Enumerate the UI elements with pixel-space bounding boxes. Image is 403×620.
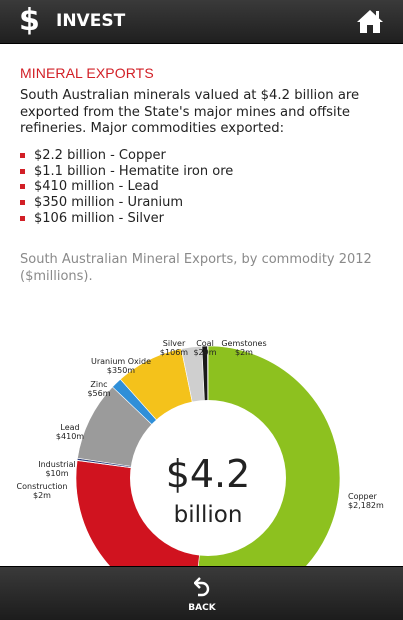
list-item: $350 million - Uranium: [20, 195, 233, 211]
home-icon: [357, 10, 383, 33]
intro-text: South Australian minerals valued at $4.2…: [20, 88, 360, 136]
list-item: $2.2 billion - Copper: [20, 148, 233, 164]
bullet-icon: [20, 215, 25, 221]
slice-label-uranium-oxide: Uranium Oxide $350m: [91, 357, 151, 375]
bullet-icon: [20, 153, 25, 158]
top-bar: $ INVEST: [0, 0, 403, 44]
donut-hole: [130, 400, 286, 556]
list-item-text: $2.2 billion - Copper: [34, 148, 166, 163]
page-title: INVEST: [56, 11, 126, 31]
slice-label-construction: Construction $2m: [17, 482, 68, 500]
list-item: $106 million - Silver: [20, 211, 233, 227]
bullet-icon: [20, 168, 25, 174]
bottom-bar: BACK: [0, 566, 403, 620]
back-label: BACK: [188, 603, 216, 613]
slice-label-industrial: Industrial $10m: [38, 460, 76, 478]
bullet-icon: [20, 184, 25, 190]
dollar-logo-icon: $: [19, 3, 40, 38]
list-item: $410 million - Lead: [20, 179, 233, 195]
center-unit: billion: [174, 502, 243, 528]
content-area[interactable]: MINERAL EXPORTS South Australian mineral…: [0, 44, 403, 566]
slice-label-silver: Silver $106m: [160, 339, 188, 357]
back-arrow-icon: [194, 577, 210, 597]
section-heading: MINERAL EXPORTS: [20, 65, 154, 81]
commodity-list: $2.2 billion - Copper $1.1 billion - Hem…: [20, 148, 233, 227]
slice-label-gemstones: Gemstones $2m: [221, 339, 266, 357]
list-item-text: $106 million - Silver: [34, 210, 164, 226]
chart-title: South Australian Mineral Exports, by com…: [20, 252, 372, 284]
slice-label-copper: Copper $2,182m: [348, 492, 384, 510]
list-item-text: $1.1 billion - Hematite iron ore: [34, 163, 234, 179]
back-button[interactable]: BACK: [176, 573, 228, 617]
slice-label-coal: Coal $29m: [193, 339, 216, 357]
mineral-exports-donut-chart: $4.2 billion Copper$2,182mHematite$1,069…: [17, 339, 384, 566]
bullet-icon: [20, 200, 25, 206]
list-item-text: $410 million - Lead: [34, 179, 159, 195]
center-value: $4.2: [166, 452, 251, 496]
list-item: $1.1 billion - Hematite iron ore: [20, 164, 233, 180]
slice-label-lead: Lead $410m: [56, 423, 84, 441]
list-item-text: $350 million - Uranium: [34, 195, 184, 211]
home-button[interactable]: [355, 7, 385, 35]
slice-label-zinc: Zinc $56m: [87, 380, 110, 398]
